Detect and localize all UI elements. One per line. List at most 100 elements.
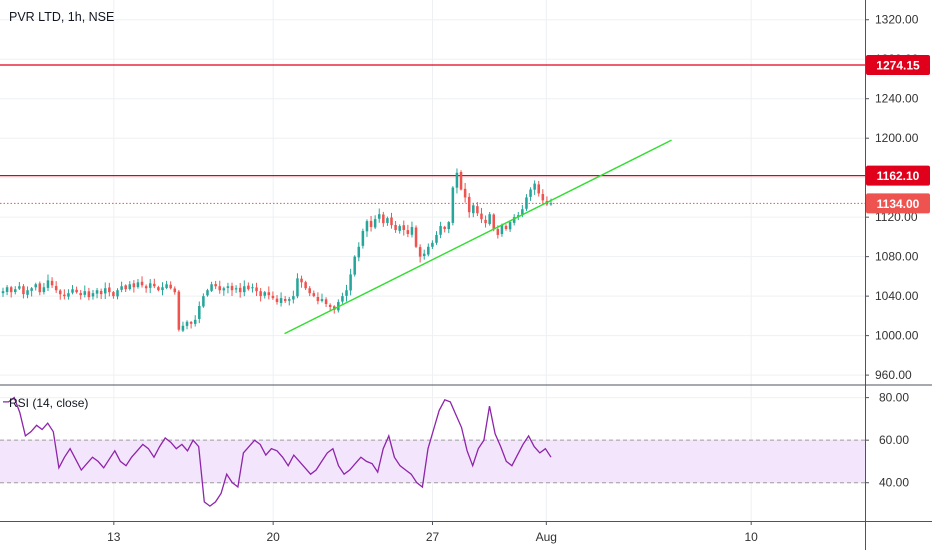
candle — [349, 268, 352, 296]
candle — [30, 287, 33, 297]
candle-body — [42, 287, 46, 293]
candle — [116, 288, 119, 300]
candle-body — [95, 290, 99, 294]
candle-body — [406, 230, 410, 234]
candle-body — [341, 296, 344, 302]
candle — [488, 212, 491, 226]
candle — [275, 295, 279, 305]
candle-body — [328, 304, 332, 307]
candle — [288, 296, 291, 306]
price-tag-box — [866, 193, 930, 214]
candle-body — [353, 256, 356, 275]
candle-body — [517, 215, 520, 217]
candle — [63, 289, 66, 300]
candle-body — [38, 283, 42, 293]
candle-body — [304, 282, 307, 289]
candle-body — [75, 289, 78, 293]
candle-body — [288, 299, 291, 301]
candle — [99, 288, 103, 299]
candle — [120, 281, 123, 293]
candle-body — [398, 226, 401, 231]
price-tag-box — [866, 55, 930, 76]
candle — [529, 187, 532, 201]
rsi-band — [0, 440, 865, 483]
candle — [218, 280, 222, 294]
candle-body — [226, 286, 230, 288]
candle-body — [365, 221, 369, 232]
trendline[interactable] — [284, 139, 672, 335]
candle-body — [488, 214, 491, 225]
candle-body — [533, 183, 536, 190]
candle-body — [132, 283, 136, 288]
candle — [95, 288, 99, 299]
candle — [124, 284, 127, 292]
candle-body — [512, 217, 516, 223]
price-tick-label: 1080.00 — [875, 250, 919, 264]
candle-body — [206, 290, 209, 296]
candle-body — [373, 219, 377, 228]
candle-body — [103, 288, 107, 294]
candle-body — [120, 286, 123, 290]
candle — [398, 224, 401, 234]
candle-body — [447, 222, 451, 230]
candle-body — [275, 298, 279, 303]
candle — [263, 290, 266, 299]
candle-body — [386, 218, 389, 223]
candle — [206, 288, 209, 297]
candle-body — [54, 285, 58, 291]
candle-body — [63, 294, 66, 297]
candle — [161, 282, 164, 296]
candle-body — [410, 227, 414, 235]
candle-body — [467, 196, 471, 213]
price-tick-label: 1000.00 — [875, 329, 919, 343]
candle-body — [431, 242, 434, 247]
candle-body — [181, 325, 185, 331]
rsi-tick-label: 80.00 — [879, 391, 909, 405]
candle-body — [169, 284, 172, 289]
candle — [537, 180, 540, 197]
time-tick-label: 13 — [107, 530, 121, 544]
candle-body — [30, 288, 33, 291]
rsi-tick-label: 60.00 — [879, 433, 909, 447]
candle — [18, 282, 21, 291]
candle-body — [108, 287, 111, 293]
candle-body — [193, 319, 197, 324]
candle — [185, 320, 189, 330]
candle-body — [234, 288, 238, 290]
candle-body — [247, 285, 250, 290]
candle — [226, 282, 230, 294]
candle — [443, 225, 446, 233]
candle — [75, 286, 78, 294]
candle-body — [537, 184, 540, 194]
price-tag-1274.15: 1274.15 — [866, 55, 930, 76]
candle-body — [87, 291, 91, 298]
candle — [132, 280, 136, 293]
price-level-tags: 1274.15 1162.10 1134.00 — [866, 55, 930, 214]
candle — [300, 275, 303, 288]
candle-body — [345, 290, 348, 296]
candle — [447, 221, 451, 234]
candle — [34, 282, 37, 291]
candle — [418, 244, 422, 263]
candle-body — [214, 284, 217, 287]
candle-body — [136, 282, 140, 288]
candle-body — [300, 278, 303, 283]
candle — [414, 225, 418, 249]
candle — [480, 207, 483, 224]
candle-body — [369, 220, 373, 228]
candle-body — [251, 287, 254, 289]
candle — [112, 290, 115, 299]
candle — [361, 228, 365, 249]
candle — [38, 281, 42, 296]
candle — [406, 224, 410, 238]
candle — [324, 297, 328, 307]
candle-body — [508, 222, 512, 230]
price-tick-label: 1240.00 — [875, 92, 919, 106]
price-tag-box — [866, 165, 930, 186]
candle-body — [222, 288, 226, 291]
candle — [177, 289, 181, 332]
candle — [173, 286, 177, 295]
candle — [476, 202, 479, 217]
candle — [251, 283, 254, 293]
